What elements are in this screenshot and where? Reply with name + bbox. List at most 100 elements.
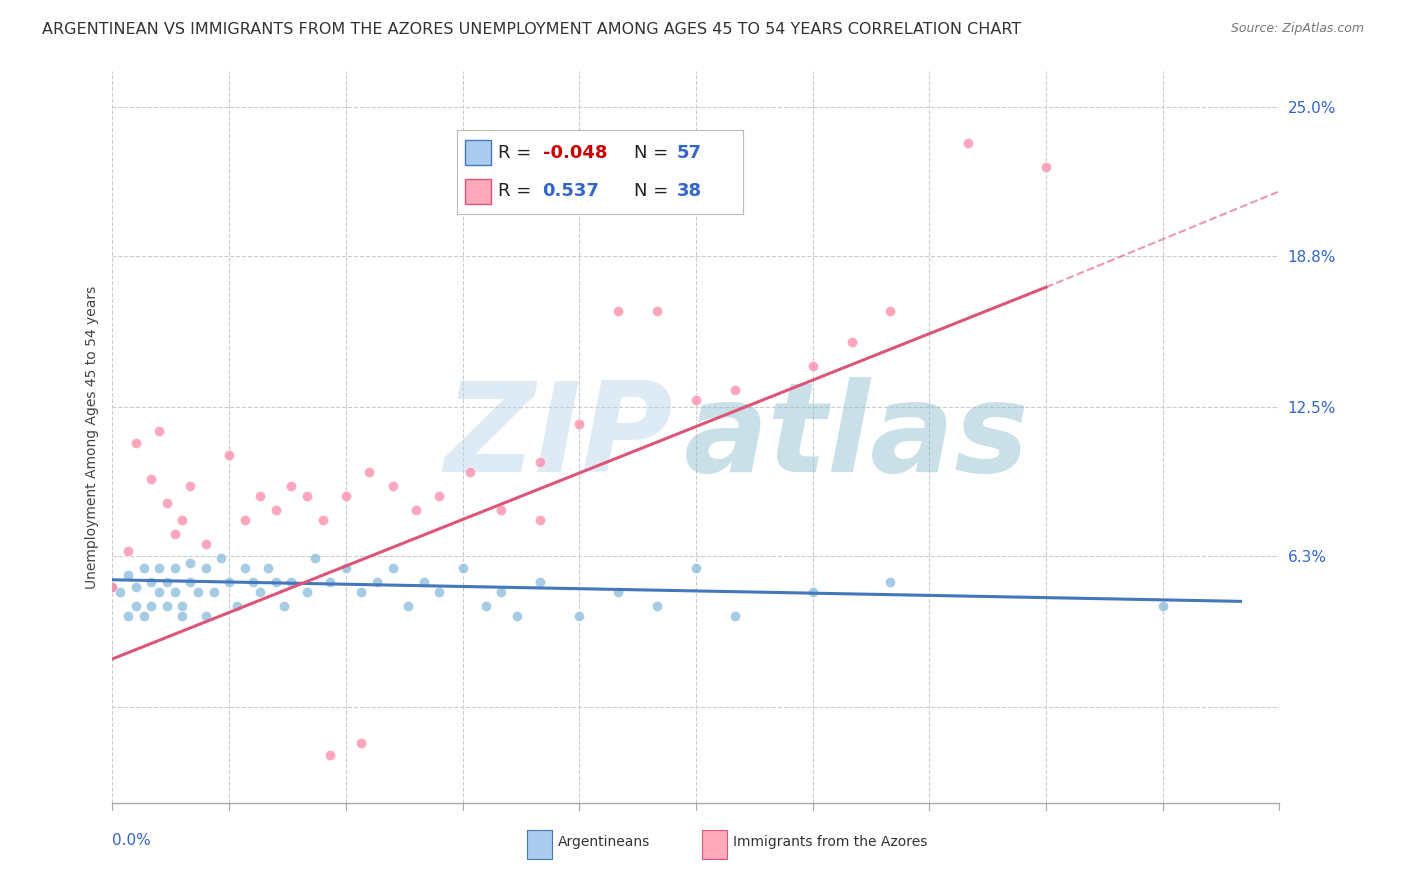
Point xyxy=(491,584,513,599)
Point xyxy=(141,599,163,614)
Point xyxy=(101,580,124,594)
Point xyxy=(475,599,498,614)
Point xyxy=(132,561,155,575)
Point xyxy=(257,561,280,575)
Point xyxy=(957,136,980,151)
Point xyxy=(264,503,287,517)
Point xyxy=(264,575,287,590)
Point xyxy=(125,580,148,594)
Text: atlas: atlas xyxy=(685,376,1031,498)
Point xyxy=(172,599,194,614)
Point xyxy=(311,513,333,527)
Point xyxy=(568,608,591,623)
Point xyxy=(724,608,747,623)
Point xyxy=(295,584,318,599)
Text: ZIP: ZIP xyxy=(444,376,672,498)
Point xyxy=(280,479,302,493)
Point xyxy=(607,584,630,599)
Point xyxy=(879,304,901,318)
Point xyxy=(194,537,217,551)
Point xyxy=(335,489,357,503)
Point xyxy=(645,599,668,614)
Point xyxy=(506,608,529,623)
Point xyxy=(179,479,201,493)
Point xyxy=(412,575,434,590)
Point xyxy=(529,575,551,590)
Point xyxy=(1035,161,1057,175)
Point xyxy=(319,747,342,762)
Point xyxy=(110,584,132,599)
Point xyxy=(117,544,139,558)
Point xyxy=(529,513,551,527)
Point xyxy=(101,580,124,594)
Text: Source: ZipAtlas.com: Source: ZipAtlas.com xyxy=(1230,22,1364,36)
Point xyxy=(381,479,404,493)
Point xyxy=(125,599,148,614)
Point xyxy=(366,575,388,590)
Point xyxy=(249,489,271,503)
Point xyxy=(568,417,591,431)
Point xyxy=(172,608,194,623)
Point xyxy=(202,584,225,599)
Point xyxy=(194,608,217,623)
Point xyxy=(209,551,232,566)
Point xyxy=(156,496,179,510)
Point xyxy=(841,335,863,350)
Point xyxy=(163,561,186,575)
Point xyxy=(685,392,707,407)
Text: Argentineans: Argentineans xyxy=(558,835,651,848)
Point xyxy=(179,556,201,570)
Point xyxy=(879,575,901,590)
Point xyxy=(132,608,155,623)
Point xyxy=(242,575,264,590)
Point xyxy=(148,424,170,438)
Point xyxy=(491,503,513,517)
Point xyxy=(148,561,170,575)
Point xyxy=(427,489,450,503)
Point xyxy=(460,465,482,479)
Point xyxy=(405,503,427,517)
Point xyxy=(117,568,139,582)
Point xyxy=(451,561,474,575)
Point xyxy=(335,561,357,575)
Point xyxy=(194,561,217,575)
Point xyxy=(218,448,240,462)
Point xyxy=(381,561,404,575)
Point xyxy=(226,599,249,614)
Point xyxy=(350,584,373,599)
Point xyxy=(396,599,419,614)
Point xyxy=(319,575,342,590)
Point xyxy=(801,359,824,374)
Point xyxy=(304,551,326,566)
Point xyxy=(801,584,824,599)
Y-axis label: Unemployment Among Ages 45 to 54 years: Unemployment Among Ages 45 to 54 years xyxy=(84,285,98,589)
Text: ARGENTINEAN VS IMMIGRANTS FROM THE AZORES UNEMPLOYMENT AMONG AGES 45 TO 54 YEARS: ARGENTINEAN VS IMMIGRANTS FROM THE AZORE… xyxy=(42,22,1021,37)
Point xyxy=(125,436,148,450)
Point xyxy=(645,304,668,318)
Point xyxy=(148,584,170,599)
Point xyxy=(179,575,201,590)
Point xyxy=(117,608,139,623)
Point xyxy=(172,513,194,527)
Point xyxy=(163,527,186,541)
Point xyxy=(249,584,271,599)
Bar xyxy=(702,830,727,859)
Point xyxy=(273,599,295,614)
Point xyxy=(156,575,179,590)
Point xyxy=(529,455,551,469)
Point xyxy=(187,584,209,599)
Text: Immigrants from the Azores: Immigrants from the Azores xyxy=(734,835,928,848)
Point xyxy=(141,472,163,486)
Point xyxy=(295,489,318,503)
Point xyxy=(233,513,256,527)
Bar xyxy=(527,830,553,859)
Point xyxy=(685,561,707,575)
Point xyxy=(218,575,240,590)
Point xyxy=(724,384,747,398)
Text: 0.0%: 0.0% xyxy=(112,833,152,848)
Point xyxy=(350,736,373,750)
Point xyxy=(141,575,163,590)
Point xyxy=(163,584,186,599)
Point xyxy=(233,561,256,575)
Point xyxy=(280,575,302,590)
